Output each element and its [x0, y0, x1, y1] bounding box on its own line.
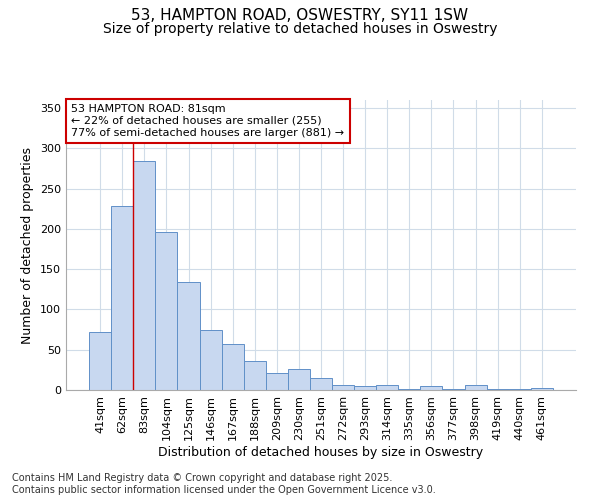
- X-axis label: Distribution of detached houses by size in Oswestry: Distribution of detached houses by size …: [158, 446, 484, 458]
- Bar: [464, 385, 487, 390]
- Bar: [133, 161, 155, 390]
- Y-axis label: Number of detached properties: Number of detached properties: [22, 146, 34, 344]
- Text: 53 HAMPTON ROAD: 81sqm
← 22% of detached houses are smaller (255)
77% of semi-de: 53 HAMPTON ROAD: 81sqm ← 22% of detached…: [71, 104, 344, 138]
- Bar: [221, 344, 244, 390]
- Bar: [398, 389, 421, 390]
- Bar: [332, 385, 354, 390]
- Bar: [531, 388, 553, 390]
- Bar: [442, 389, 464, 390]
- Text: 53, HAMPTON ROAD, OSWESTRY, SY11 1SW: 53, HAMPTON ROAD, OSWESTRY, SY11 1SW: [131, 8, 469, 22]
- Bar: [155, 232, 178, 390]
- Text: Contains HM Land Registry data © Crown copyright and database right 2025.
Contai: Contains HM Land Registry data © Crown c…: [12, 474, 436, 495]
- Bar: [376, 385, 398, 390]
- Bar: [111, 206, 133, 390]
- Bar: [354, 386, 376, 390]
- Bar: [200, 330, 221, 390]
- Text: Size of property relative to detached houses in Oswestry: Size of property relative to detached ho…: [103, 22, 497, 36]
- Bar: [421, 386, 442, 390]
- Bar: [178, 282, 200, 390]
- Bar: [509, 389, 531, 390]
- Bar: [89, 332, 111, 390]
- Bar: [244, 361, 266, 390]
- Bar: [288, 369, 310, 390]
- Bar: [310, 378, 332, 390]
- Bar: [266, 373, 288, 390]
- Bar: [487, 389, 509, 390]
